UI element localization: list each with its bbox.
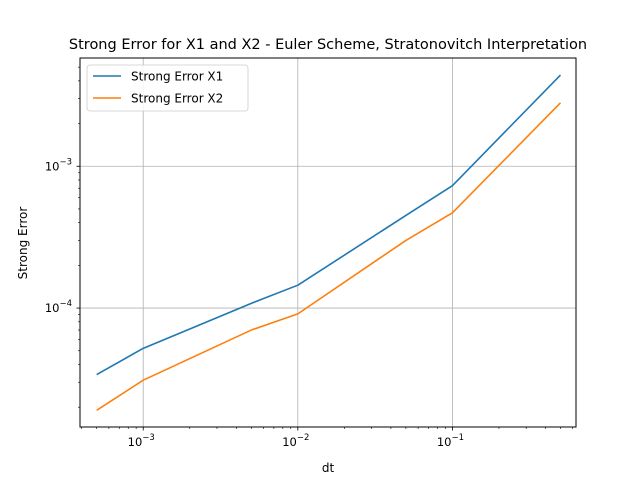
x-tick-label: 10−3 xyxy=(128,433,155,449)
minor-ticks xyxy=(78,66,574,429)
y-tick-label: 10−3 xyxy=(45,157,72,173)
x-axis-label: dt xyxy=(322,461,335,475)
major-ticks: 10−3 10−2 10−1 10−4 10−3 xyxy=(45,157,464,449)
x-tick-label: 10−2 xyxy=(282,433,309,449)
legend: Strong Error X1 Strong Error X2 xyxy=(86,64,249,112)
chart-title: Strong Error for X1 and X2 - Euler Schem… xyxy=(69,37,587,53)
series-line-x2 xyxy=(96,102,562,412)
legend-label-x1: Strong Error X1 xyxy=(131,70,223,84)
series-lines xyxy=(96,74,562,412)
plot-frame xyxy=(79,57,577,428)
y-tick-label: 10−4 xyxy=(45,299,72,315)
x-tick-label: 10−1 xyxy=(437,433,464,449)
legend-box xyxy=(86,64,249,112)
y-axis-label: Strong Error xyxy=(16,207,30,280)
grid xyxy=(80,58,576,427)
legend-label-x2: Strong Error X2 xyxy=(131,92,223,106)
series-line-x1 xyxy=(96,74,562,376)
